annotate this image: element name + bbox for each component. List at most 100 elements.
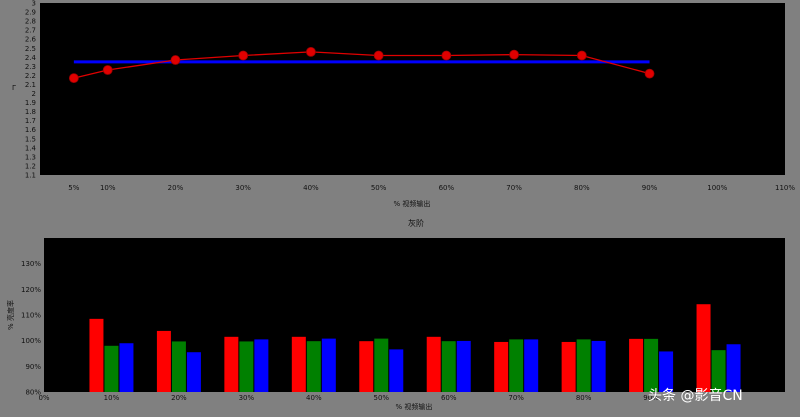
grayscale-bar <box>224 336 239 392</box>
grayscale-bar <box>561 341 576 392</box>
gamma-point <box>441 50 452 61</box>
gamma-series-line <box>73 51 650 79</box>
grayscale-x-tick-label: 0% <box>38 394 49 402</box>
grayscale-y-tick-label: 110% <box>21 312 41 320</box>
gamma-plot-area <box>40 3 785 175</box>
gamma-x-ticks: 5% 10% 20% 30% 40% 50% 60% 70% 80% 90% 100% 110% <box>68 184 795 192</box>
gamma-y-tick-label: 2 <box>32 90 36 98</box>
gamma-x-tick-label: 5% <box>68 184 79 192</box>
gamma-x-tick-label: 70% <box>506 184 522 192</box>
grayscale-bar <box>104 345 119 392</box>
watermark-text: 头条 @影音CN <box>648 387 743 404</box>
grayscale-bar <box>659 351 674 392</box>
gamma-x-tick-label: 10% <box>100 184 116 192</box>
grayscale-bar <box>291 336 306 392</box>
gamma-point <box>170 55 181 65</box>
grayscale-x-tick-label: 90% <box>643 394 659 402</box>
grayscale-chart: 灰阶 80% 90% 100% 110% 120% 130% 0% 10% 20% 30% 40%… <box>6 218 785 411</box>
grayscale-bar <box>441 341 456 392</box>
grayscale-bar <box>456 340 471 392</box>
gamma-y-tick-label: 2.6 <box>25 36 37 44</box>
gamma-point <box>68 73 79 84</box>
gamma-y-tick-label: 1.1 <box>25 172 36 180</box>
gamma-x-tick-label: 90% <box>642 184 658 192</box>
grayscale-bar <box>321 338 336 392</box>
grayscale-bar <box>186 352 201 392</box>
gamma-x-tick-label: 40% <box>303 184 319 192</box>
grayscale-bar <box>374 338 389 392</box>
grayscale-x-tick-label: 20% <box>171 394 187 402</box>
gamma-x-tick-label: 30% <box>235 184 251 192</box>
gamma-point <box>306 46 316 57</box>
grayscale-x-tick-label: 50% <box>373 394 389 402</box>
grayscale-y-tick-label: 90% <box>25 363 41 371</box>
gamma-point <box>644 68 655 79</box>
gamma-y-tick-label: 1.8 <box>25 108 36 116</box>
grayscale-bar <box>389 349 404 392</box>
gamma-y-axis-label: Γ <box>12 84 16 92</box>
gamma-y-tick-label: 1.7 <box>25 117 36 125</box>
gamma-x-tick-label: 110% <box>775 184 795 192</box>
grayscale-bar <box>591 340 606 392</box>
grayscale-y-tick-label: 130% <box>21 260 41 268</box>
grayscale-bar <box>359 341 374 392</box>
gamma-y-tick-label: 2.7 <box>25 27 36 35</box>
gamma-point <box>576 50 587 61</box>
gamma-points <box>68 46 655 84</box>
gamma-point <box>373 50 384 61</box>
gamma-x-tick-label: 100% <box>707 184 727 192</box>
gamma-x-tick-label: 50% <box>371 184 387 192</box>
grayscale-bar <box>576 339 591 392</box>
grayscale-x-tick-label: 10% <box>104 394 120 402</box>
gamma-y-tick-label: 2.5 <box>25 45 36 53</box>
gamma-y-tick-label: 3 <box>32 0 36 8</box>
gamma-x-tick-label: 60% <box>439 184 455 192</box>
grayscale-y-ticks: 80% 90% 100% 110% 120% 130% <box>21 260 41 396</box>
grayscale-bar <box>494 341 509 392</box>
grayscale-bar <box>726 344 741 392</box>
grayscale-bar <box>156 330 171 392</box>
gamma-y-tick-label: 1.2 <box>25 162 36 170</box>
gamma-x-axis-label: % 视频输出 <box>394 199 431 208</box>
grayscale-bar <box>711 350 726 392</box>
grayscale-x-tick-label: 70% <box>508 394 524 402</box>
gamma-y-ticks: 1.1 1.21.31.41.51.61.71.81.922.12.22.32.4… <box>25 0 37 180</box>
gamma-y-tick-label: 2.8 <box>25 18 36 26</box>
grayscale-plot-area <box>44 238 785 392</box>
grayscale-y-tick-label: 80% <box>25 389 41 397</box>
grayscale-x-axis-label: % 视频输出 <box>396 402 433 411</box>
grayscale-bar <box>426 336 441 392</box>
grayscale-bar <box>171 341 186 392</box>
grayscale-bar <box>239 341 254 392</box>
gamma-x-tick-label: 20% <box>168 184 184 192</box>
gamma-y-tick-label: 1.5 <box>25 135 36 143</box>
grayscale-bar <box>509 339 524 392</box>
grayscale-chart-title: 灰阶 <box>408 218 424 228</box>
gamma-y-tick-label: 2.3 <box>25 63 36 71</box>
grayscale-bar <box>89 318 104 392</box>
grayscale-x-tick-label: 80% <box>576 394 592 402</box>
grayscale-bar <box>254 339 269 392</box>
gamma-y-tick-label: 2.1 <box>25 81 36 89</box>
grayscale-x-tick-label: 30% <box>239 394 255 402</box>
grayscale-y-axis-label: % 亮度率 <box>6 300 15 330</box>
gamma-x-tick-label: 80% <box>574 184 590 192</box>
gamma-point <box>238 50 249 61</box>
gamma-point <box>102 65 113 75</box>
grayscale-x-ticks: 0% 10% 20% 30% 40% 50% 60% 70% 80% 90% <box>38 394 659 402</box>
grayscale-bars <box>89 304 741 392</box>
grayscale-bar <box>306 341 321 392</box>
grayscale-bar <box>629 338 644 392</box>
grayscale-bar <box>524 339 539 392</box>
gamma-y-tick-label: 2.2 <box>25 72 36 80</box>
gamma-point <box>509 49 519 60</box>
gamma-y-tick-label: 1.4 <box>25 144 37 152</box>
gamma-y-tick-label: 2.4 <box>25 54 37 62</box>
grayscale-x-tick-label: 60% <box>441 394 457 402</box>
gamma-chart: 1.1 1.21.31.41.51.61.71.81.922.12.22.32.4… <box>12 0 795 208</box>
grayscale-y-tick-label: 100% <box>21 337 41 345</box>
gamma-y-tick-label: 1.6 <box>25 126 37 134</box>
grayscale-bar <box>644 338 659 392</box>
gamma-y-tick-label: 2.9 <box>25 9 36 17</box>
